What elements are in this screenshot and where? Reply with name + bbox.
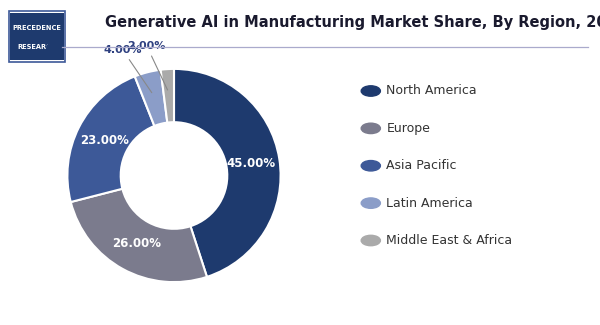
Text: PRECEDENCE: PRECEDENCE [13, 25, 62, 31]
Text: Europe: Europe [386, 122, 430, 135]
Wedge shape [174, 69, 281, 277]
Text: North America: North America [386, 84, 477, 98]
Text: 2.00%: 2.00% [127, 41, 167, 90]
Text: Latin America: Latin America [386, 197, 473, 210]
Text: 45.00%: 45.00% [226, 157, 275, 170]
Text: 4.00%: 4.00% [103, 45, 152, 93]
Text: Middle East & Africa: Middle East & Africa [386, 234, 512, 247]
Text: Generative AI in Manufacturing Market Share, By Region, 2022 (%): Generative AI in Manufacturing Market Sh… [105, 15, 600, 30]
Text: 23.00%: 23.00% [80, 134, 129, 147]
Text: 26.00%: 26.00% [112, 237, 161, 250]
FancyBboxPatch shape [10, 13, 64, 60]
Wedge shape [161, 69, 174, 123]
Wedge shape [135, 70, 167, 126]
Wedge shape [71, 189, 207, 282]
Text: Asia Pacific: Asia Pacific [386, 159, 457, 172]
Text: RESEARCH: RESEARCH [17, 44, 57, 50]
Wedge shape [67, 76, 154, 202]
FancyBboxPatch shape [9, 11, 65, 62]
